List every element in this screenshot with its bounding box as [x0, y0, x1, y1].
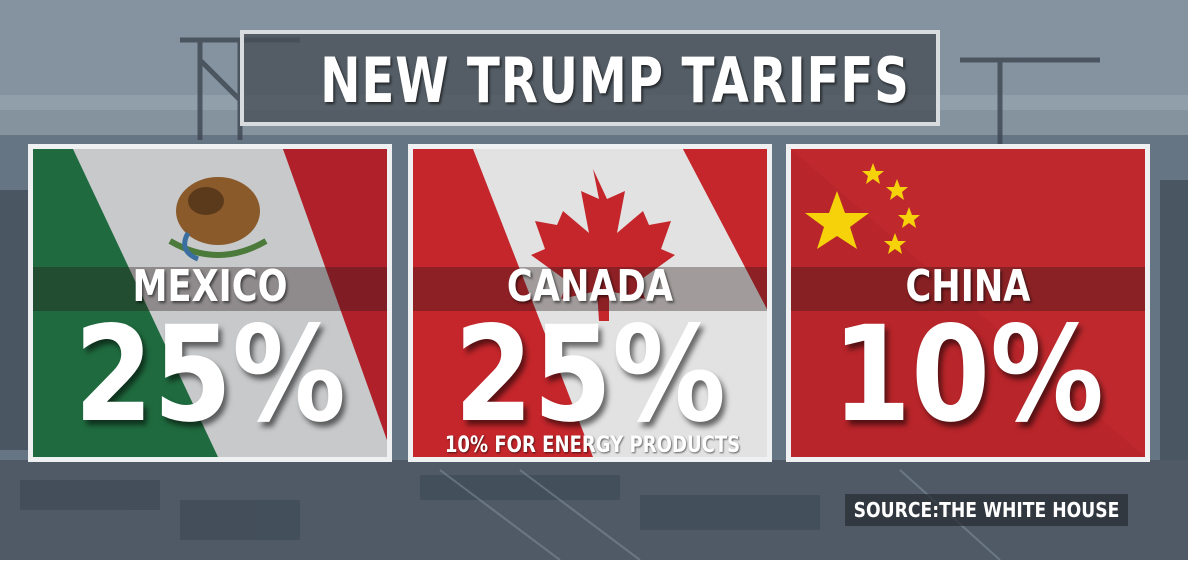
- country-name: CHINA: [905, 261, 1031, 312]
- tariff-rate: 10%: [832, 298, 1104, 452]
- china-flag-icon: [791, 149, 1145, 457]
- tariff-rate: 25%: [454, 298, 726, 452]
- headline-banner: NEW TRUMP TARIFFS: [240, 30, 940, 126]
- source-caption: SOURCE:THE WHITE HOUSE: [845, 494, 1128, 526]
- country-band: [791, 267, 1145, 311]
- country-band: [413, 267, 767, 311]
- canada-tariff-panel: CANADA 25% 10% FOR ENERGY PRODUCTS: [408, 144, 772, 462]
- mexico-flag-icon: [33, 149, 387, 457]
- country-band: [33, 267, 387, 311]
- energy-products-note: 10% FOR ENERGY PRODUCTS: [444, 433, 741, 458]
- tariff-rate: 25%: [74, 298, 346, 452]
- china-tariff-panel: CHINA 10%: [786, 144, 1150, 462]
- country-name: CANADA: [506, 261, 674, 312]
- canada-flag-icon: [413, 149, 767, 457]
- headline-title: NEW TRUMP TARIFFS: [320, 44, 910, 117]
- yellow-stars: [805, 163, 920, 254]
- country-name: MEXICO: [132, 261, 288, 312]
- mexico-tariff-panel: MEXICO 25%: [28, 144, 392, 462]
